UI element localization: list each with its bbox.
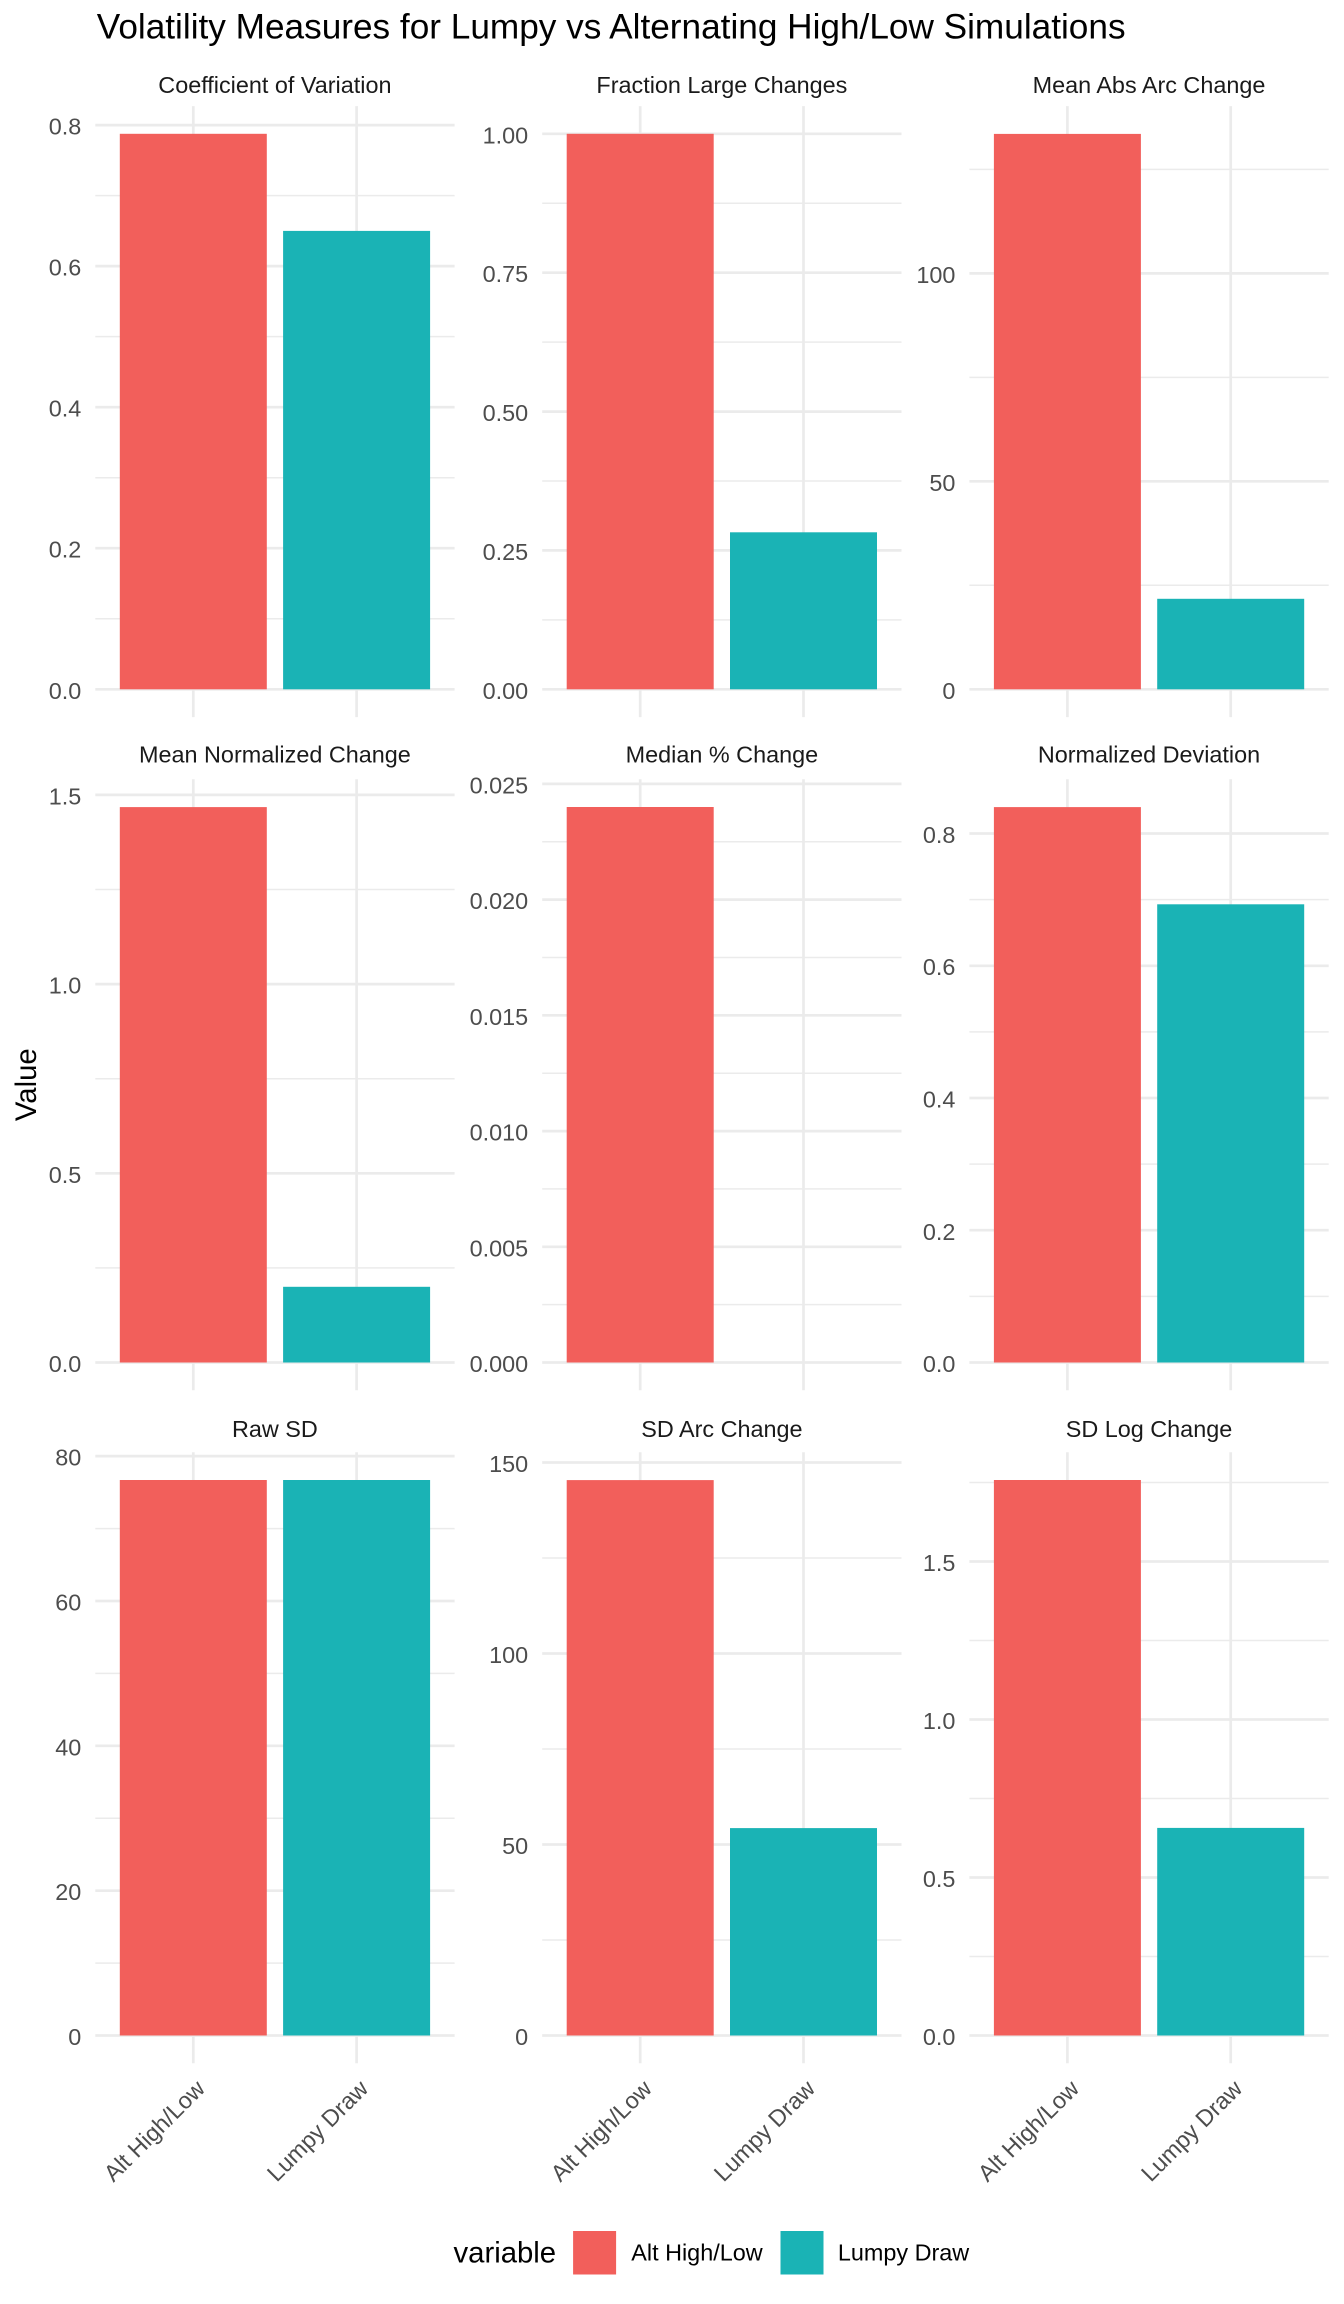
svg-text:Raw SD: Raw SD [232, 1416, 318, 1442]
svg-text:Mean Abs Arc Change: Mean Abs Arc Change [1033, 72, 1266, 98]
svg-text:20: 20 [55, 1879, 81, 1905]
svg-text:SD Arc Change: SD Arc Change [641, 1416, 802, 1442]
svg-text:0.020: 0.020 [470, 888, 529, 914]
svg-text:50: 50 [502, 1833, 528, 1859]
svg-text:variable: variable [454, 2237, 557, 2270]
svg-text:40: 40 [55, 1734, 81, 1760]
svg-text:0.000: 0.000 [470, 1351, 529, 1377]
svg-text:1.5: 1.5 [49, 783, 82, 809]
svg-text:Alt High/Low: Alt High/Low [631, 2240, 762, 2266]
svg-text:1.00: 1.00 [483, 122, 529, 148]
svg-text:0.8: 0.8 [923, 822, 956, 848]
svg-text:0.0: 0.0 [923, 1351, 956, 1377]
svg-text:0.5: 0.5 [923, 1866, 956, 1892]
svg-text:0.015: 0.015 [470, 1004, 529, 1030]
svg-text:0.2: 0.2 [49, 537, 82, 563]
svg-text:0.00: 0.00 [483, 678, 529, 704]
svg-text:0.0: 0.0 [49, 1351, 82, 1377]
svg-text:60: 60 [55, 1590, 81, 1616]
svg-text:0.0: 0.0 [923, 2024, 956, 2050]
svg-text:1.0: 1.0 [49, 973, 82, 999]
svg-text:0.4: 0.4 [49, 396, 82, 422]
svg-text:Value: Value [10, 1048, 43, 1121]
svg-text:50: 50 [929, 470, 955, 496]
svg-text:0.75: 0.75 [483, 261, 529, 287]
svg-text:1.0: 1.0 [923, 1708, 956, 1734]
svg-text:0: 0 [68, 2024, 81, 2050]
svg-text:0.5: 0.5 [49, 1162, 82, 1188]
svg-text:150: 150 [489, 1451, 528, 1477]
svg-text:Normalized Deviation: Normalized Deviation [1038, 742, 1260, 768]
svg-text:0.50: 0.50 [483, 400, 529, 426]
svg-text:0.8: 0.8 [49, 114, 82, 140]
svg-text:0: 0 [942, 678, 955, 704]
svg-text:Lumpy Draw: Lumpy Draw [838, 2240, 969, 2266]
svg-text:80: 80 [55, 1445, 81, 1471]
svg-text:0.6: 0.6 [923, 954, 956, 980]
svg-text:1.5: 1.5 [923, 1550, 956, 1576]
svg-text:Median % Change: Median % Change [626, 742, 818, 768]
svg-text:0.005: 0.005 [470, 1235, 529, 1261]
svg-text:0.0: 0.0 [49, 678, 82, 704]
svg-text:Coefficient of Variation: Coefficient of Variation [158, 72, 391, 98]
svg-text:0.025: 0.025 [470, 772, 529, 798]
svg-text:0.4: 0.4 [923, 1087, 956, 1113]
svg-text:100: 100 [489, 1642, 528, 1668]
svg-text:Fraction Large Changes: Fraction Large Changes [596, 72, 847, 98]
svg-text:0.2: 0.2 [923, 1219, 956, 1245]
svg-text:0.6: 0.6 [49, 255, 82, 281]
svg-text:Volatility Measures for Lumpy: Volatility Measures for Lumpy vs Alterna… [97, 8, 1126, 47]
svg-text:0.25: 0.25 [483, 539, 529, 565]
svg-text:SD Log Change: SD Log Change [1066, 1416, 1232, 1442]
svg-text:Mean Normalized Change: Mean Normalized Change [139, 742, 411, 768]
svg-text:100: 100 [916, 262, 955, 288]
svg-text:0.010: 0.010 [470, 1120, 529, 1146]
svg-text:0: 0 [515, 2024, 528, 2050]
